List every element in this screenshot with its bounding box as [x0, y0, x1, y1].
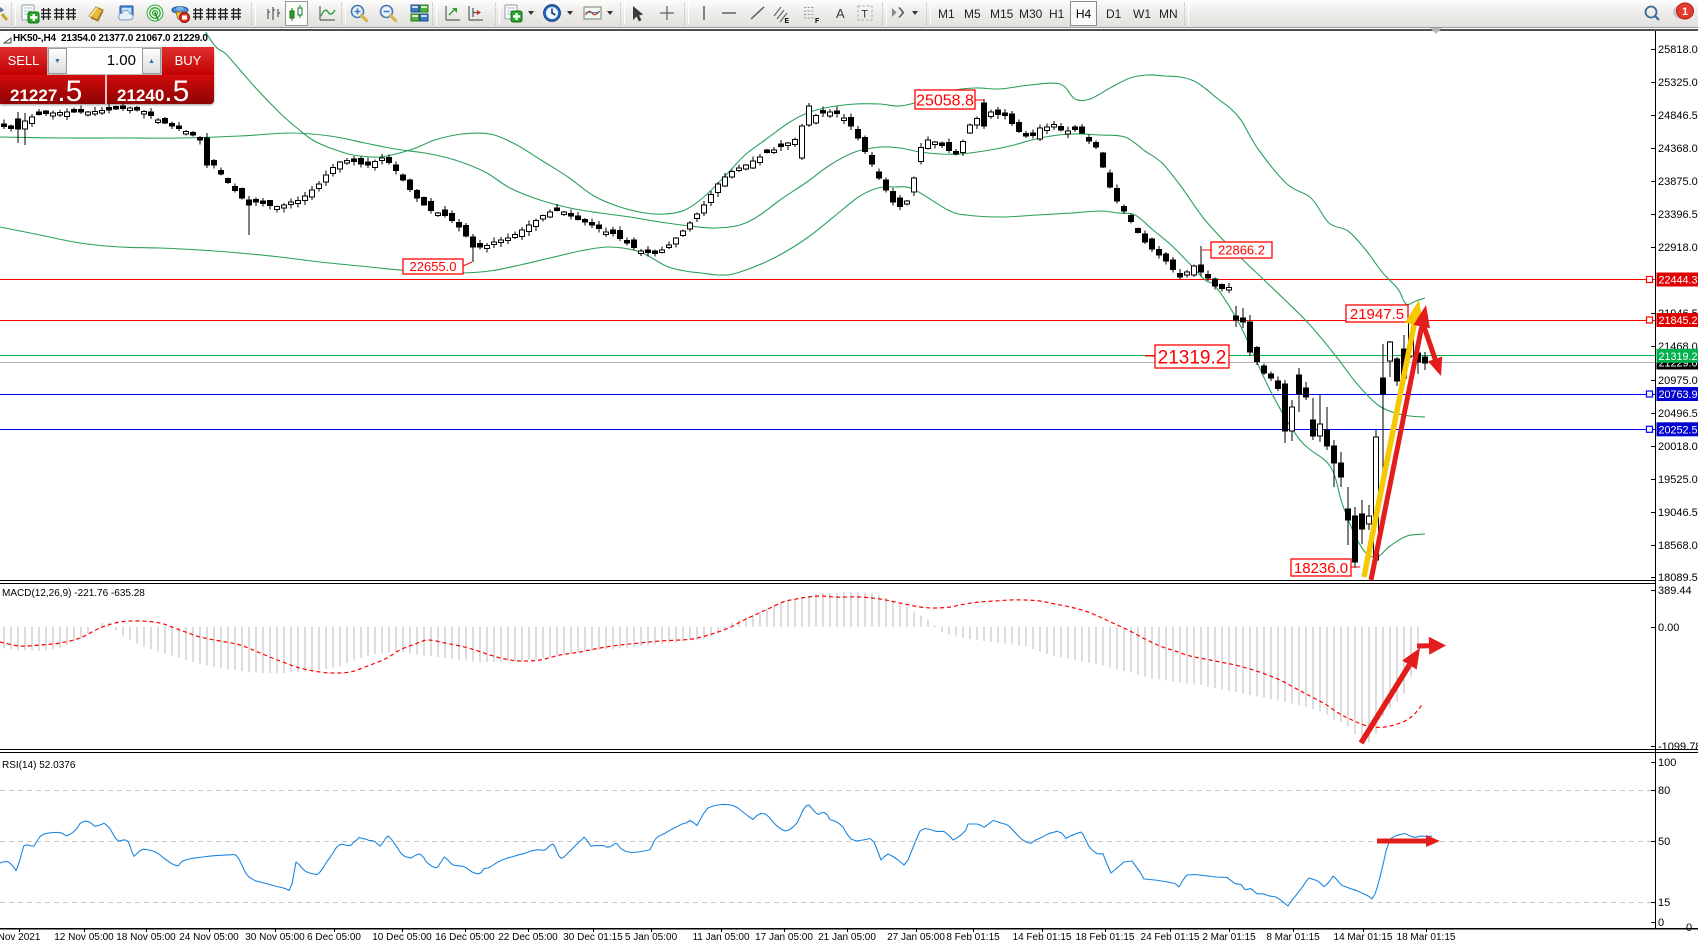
- svg-text:20252.5: 20252.5: [1659, 424, 1698, 436]
- svg-text:30 Dec 01:15: 30 Dec 01:15: [563, 932, 623, 943]
- svg-text:22866.2: 22866.2: [1218, 243, 1265, 258]
- svg-text:389.44: 389.44: [1658, 585, 1692, 597]
- svg-text:2 Mar 01:15: 2 Mar 01:15: [1202, 932, 1256, 943]
- svg-text:16 Dec 05:00: 16 Dec 05:00: [435, 932, 495, 943]
- svg-text:20763.9: 20763.9: [1659, 389, 1698, 401]
- svg-text:22918.0: 22918.0: [1658, 242, 1698, 254]
- svg-text:RSI(14) 52.0376: RSI(14) 52.0376: [2, 760, 76, 771]
- svg-text:10 Dec 05:00: 10 Dec 05:00: [372, 932, 432, 943]
- svg-text:18 Mar 01:15: 18 Mar 01:15: [1397, 932, 1456, 943]
- svg-text:21 Jan 05:00: 21 Jan 05:00: [818, 932, 876, 943]
- svg-text:21947.5: 21947.5: [1350, 306, 1404, 323]
- svg-text:19525.0: 19525.0: [1658, 474, 1698, 486]
- svg-text:12 Nov 05:00: 12 Nov 05:00: [54, 932, 114, 943]
- svg-text:18568.0: 18568.0: [1658, 540, 1698, 552]
- svg-text:18236.0: 18236.0: [1294, 560, 1348, 577]
- svg-text:MACD(12,26,9) -221.76 -635.28: MACD(12,26,9) -221.76 -635.28: [2, 588, 145, 599]
- svg-text:8 Feb 01:15: 8 Feb 01:15: [946, 932, 1000, 943]
- svg-text:5 Jan 05:00: 5 Jan 05:00: [625, 932, 678, 943]
- svg-text:19046.5: 19046.5: [1658, 507, 1698, 519]
- svg-text:22655.0: 22655.0: [410, 259, 457, 274]
- svg-text:0: 0: [1658, 917, 1664, 929]
- svg-text:18 Feb 01:15: 18 Feb 01:15: [1076, 932, 1135, 943]
- svg-text:24 Nov 05:00: 24 Nov 05:00: [179, 932, 239, 943]
- svg-text:15: 15: [1658, 897, 1670, 909]
- svg-text:23875.0: 23875.0: [1658, 176, 1698, 188]
- svg-text:27 Jan 05:00: 27 Jan 05:00: [887, 932, 945, 943]
- svg-text:E: E: [785, 18, 790, 24]
- svg-text:18 Nov 05:00: 18 Nov 05:00: [116, 932, 176, 943]
- svg-text:50: 50: [1658, 836, 1670, 848]
- svg-text:T: T: [861, 9, 868, 21]
- svg-text:20496.5: 20496.5: [1658, 408, 1698, 420]
- svg-text:24 Feb 01:15: 24 Feb 01:15: [1141, 932, 1200, 943]
- svg-text:20975.0: 20975.0: [1658, 375, 1698, 387]
- svg-text:24368.0: 24368.0: [1658, 143, 1698, 155]
- svg-text:24846.5: 24846.5: [1658, 110, 1698, 122]
- svg-text:Nov 2021: Nov 2021: [0, 932, 41, 943]
- svg-text:17 Jan 05:00: 17 Jan 05:00: [755, 932, 813, 943]
- svg-text:18089.5: 18089.5: [1658, 572, 1698, 584]
- svg-text:14 Feb 01:15: 14 Feb 01:15: [1013, 932, 1072, 943]
- svg-text:80: 80: [1658, 785, 1670, 797]
- svg-text:22444.3: 22444.3: [1659, 275, 1698, 287]
- svg-text:6 Dec 05:00: 6 Dec 05:00: [307, 932, 361, 943]
- svg-text:0.00: 0.00: [1658, 622, 1679, 634]
- svg-text:25325.0: 25325.0: [1658, 77, 1698, 89]
- svg-text:11 Jan 05:00: 11 Jan 05:00: [692, 932, 750, 943]
- svg-text:0: 0: [1686, 922, 1692, 934]
- svg-text:21319.2: 21319.2: [1659, 351, 1698, 363]
- svg-text:8 Mar 01:15: 8 Mar 01:15: [1266, 932, 1320, 943]
- svg-text:20018.0: 20018.0: [1658, 441, 1698, 453]
- svg-text:30 Nov 05:00: 30 Nov 05:00: [245, 932, 305, 943]
- svg-text:25818.0: 25818.0: [1658, 44, 1698, 56]
- svg-text:F: F: [815, 18, 820, 24]
- svg-text:23396.5: 23396.5: [1658, 209, 1698, 221]
- svg-text:1: 1: [1682, 6, 1688, 18]
- svg-text:22 Dec 05:00: 22 Dec 05:00: [498, 932, 558, 943]
- svg-text:21319.2: 21319.2: [1158, 347, 1227, 368]
- svg-text:21845.2: 21845.2: [1659, 315, 1698, 327]
- svg-text:-1099.78: -1099.78: [1658, 741, 1698, 753]
- svg-text:100: 100: [1658, 757, 1676, 769]
- svg-text:14 Mar 01:15: 14 Mar 01:15: [1334, 932, 1393, 943]
- svg-text:25058.8: 25058.8: [916, 92, 974, 109]
